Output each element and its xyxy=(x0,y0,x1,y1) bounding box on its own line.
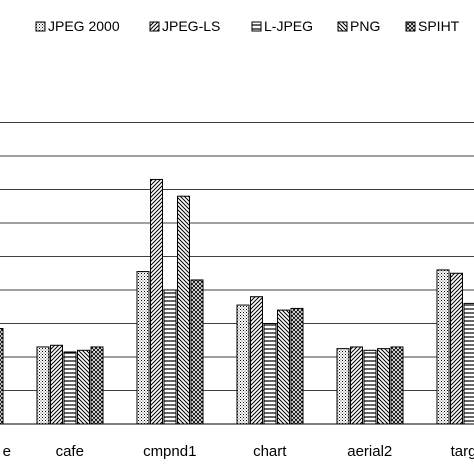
x-tick-label: chart xyxy=(253,443,287,460)
bar-jpeg-ls xyxy=(350,346,363,425)
bar-jpeg-ls xyxy=(450,272,463,425)
x-tick-label: target xyxy=(451,443,474,460)
bar-l-jpeg xyxy=(363,349,377,425)
bar-jpeg-ls xyxy=(50,344,63,425)
legend-swatch xyxy=(405,21,416,32)
bar-l-jpeg xyxy=(163,289,177,425)
bar-l-jpeg xyxy=(263,323,277,425)
x-tick-labels: cafe cmpnd1 chart aerial2 target e xyxy=(3,443,474,460)
legend-label: SPIHT xyxy=(418,18,460,34)
x-tick-label: cafe xyxy=(56,443,84,460)
bar-jpeg-ls xyxy=(250,296,263,425)
bar-png xyxy=(377,348,390,425)
legend-label: JPEG-LS xyxy=(162,18,220,34)
legend-label: JPEG 2000 xyxy=(48,18,120,34)
legend-swatch xyxy=(35,21,46,32)
bar-png xyxy=(277,309,290,425)
bar-jpeg-2000 xyxy=(136,271,150,425)
bar-jpeg-ls xyxy=(150,178,163,425)
x-tick-label: cmpnd1 xyxy=(143,443,196,460)
bar-jpeg-2000 xyxy=(436,269,450,425)
bar-jpeg-2000 xyxy=(236,304,250,425)
bar-l-jpeg xyxy=(63,351,77,425)
bar-png xyxy=(177,195,190,425)
bar-spiht xyxy=(190,279,204,425)
bars xyxy=(0,178,474,425)
bar-spiht xyxy=(290,307,304,425)
legend-label: PNG xyxy=(350,18,380,34)
bar-jpeg-2000 xyxy=(336,348,350,425)
bar-l-jpeg xyxy=(463,302,474,425)
x-tick-label: aerial2 xyxy=(347,443,392,460)
legend-swatch xyxy=(337,21,348,32)
legend: JPEG 2000 JPEG-LS L-JPEG PNG SPIHT xyxy=(35,18,460,34)
bar-png xyxy=(77,349,90,425)
legend-label: L-JPEG xyxy=(264,18,313,34)
bar-spiht xyxy=(0,328,4,425)
legend-swatch xyxy=(251,21,262,32)
x-tick-label: e xyxy=(3,443,11,460)
legend-swatch xyxy=(149,21,160,32)
bar-spiht xyxy=(90,346,104,425)
bar-spiht xyxy=(390,346,404,425)
bar-jpeg-2000 xyxy=(36,346,50,425)
